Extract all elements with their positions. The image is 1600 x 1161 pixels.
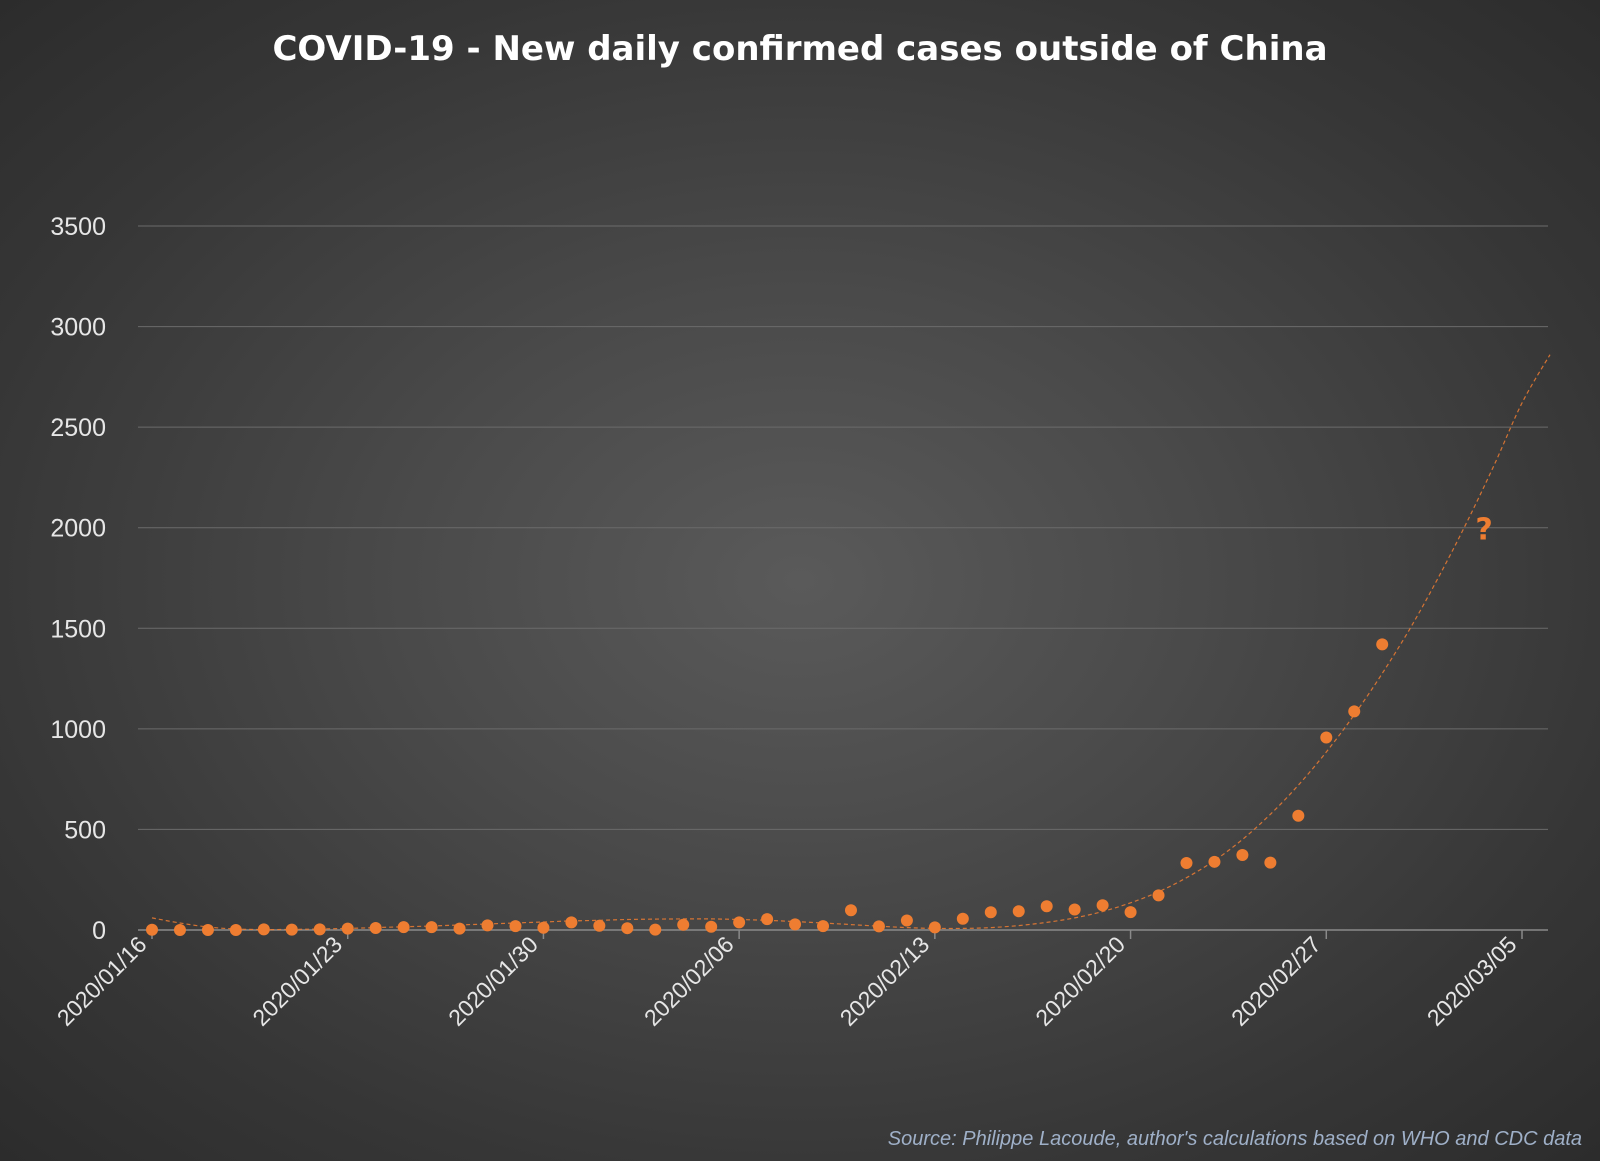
data-point bbox=[201, 924, 214, 936]
data-point bbox=[928, 921, 941, 934]
data-point bbox=[1264, 856, 1277, 869]
data-point bbox=[844, 904, 857, 917]
data-point bbox=[425, 921, 438, 934]
data-point bbox=[1348, 705, 1361, 718]
data-point bbox=[341, 922, 354, 935]
data-point bbox=[900, 914, 913, 927]
data-point bbox=[509, 920, 522, 933]
x-tick-label: 2020/02/27 bbox=[1226, 931, 1326, 1031]
trendline-path bbox=[151, 354, 1551, 931]
data-point bbox=[733, 916, 746, 929]
data-point bbox=[565, 916, 578, 929]
data-point bbox=[761, 913, 774, 926]
data-point bbox=[1152, 889, 1165, 902]
y-tick-label: 3000 bbox=[50, 314, 106, 342]
data-point bbox=[1180, 857, 1193, 870]
x-tick-label: 2020/01/23 bbox=[247, 931, 347, 1031]
data-point bbox=[1320, 731, 1333, 744]
x-axis: 2020/01/16 2020/01/23 2020/01/30 2020/02/06… bbox=[52, 929, 1548, 1031]
data-point bbox=[705, 920, 718, 933]
data-point bbox=[397, 921, 410, 934]
data-point bbox=[956, 912, 969, 925]
data-point bbox=[173, 924, 186, 936]
data-point bbox=[593, 919, 606, 932]
data-point bbox=[285, 923, 298, 936]
y-tick-label: 0 bbox=[92, 917, 106, 945]
data-point bbox=[1208, 855, 1221, 868]
data-point bbox=[649, 923, 662, 936]
data-point bbox=[1068, 903, 1081, 916]
x-tick-label: 2020/02/06 bbox=[639, 931, 739, 1031]
data-point bbox=[817, 920, 830, 933]
y-tick-label: 3500 bbox=[50, 213, 106, 241]
x-tick-label: 2020/01/30 bbox=[443, 931, 543, 1031]
y-tick-label: 500 bbox=[64, 816, 106, 844]
data-point bbox=[984, 906, 997, 919]
data-point bbox=[481, 919, 494, 932]
y-tick-label: 2500 bbox=[50, 414, 106, 442]
data-point bbox=[621, 922, 634, 935]
data-point bbox=[537, 921, 550, 934]
grid-lines bbox=[138, 225, 1548, 830]
y-axis-ticks: 0 500 1000 1500 2000 2500 3000 3500 bbox=[50, 213, 106, 945]
x-tick-label: 2020/01/16 bbox=[52, 931, 152, 1031]
data-point bbox=[1040, 900, 1053, 913]
x-tick-label: 2020/02/13 bbox=[835, 931, 935, 1031]
data-point bbox=[1376, 638, 1389, 651]
data-points bbox=[146, 638, 1389, 936]
y-tick-label: 2000 bbox=[50, 515, 106, 543]
data-point bbox=[872, 920, 885, 933]
data-point bbox=[1236, 848, 1249, 861]
data-point bbox=[789, 918, 802, 931]
y-tick-label: 1500 bbox=[50, 615, 106, 643]
data-point bbox=[257, 923, 270, 936]
y-tick-label: 1000 bbox=[50, 716, 106, 744]
data-point bbox=[229, 924, 242, 936]
data-point bbox=[1124, 906, 1137, 919]
source-note: Source: Philippe Lacoude, author's calcu… bbox=[888, 1128, 1582, 1150]
data-point bbox=[1096, 899, 1109, 912]
data-point bbox=[1012, 905, 1025, 918]
data-point bbox=[677, 918, 690, 931]
chart-title: COVID-19 - New daily confirmed cases out… bbox=[272, 29, 1327, 69]
data-point bbox=[1292, 809, 1305, 822]
x-tick-label: 2020/03/05 bbox=[1422, 931, 1522, 1031]
data-point bbox=[146, 923, 158, 936]
question-mark-annotation: ? bbox=[1475, 513, 1492, 548]
data-point bbox=[313, 923, 326, 936]
data-point bbox=[369, 921, 382, 934]
trendline bbox=[151, 354, 1551, 931]
x-tick-label: 2020/02/20 bbox=[1030, 931, 1130, 1031]
data-point bbox=[453, 922, 466, 935]
